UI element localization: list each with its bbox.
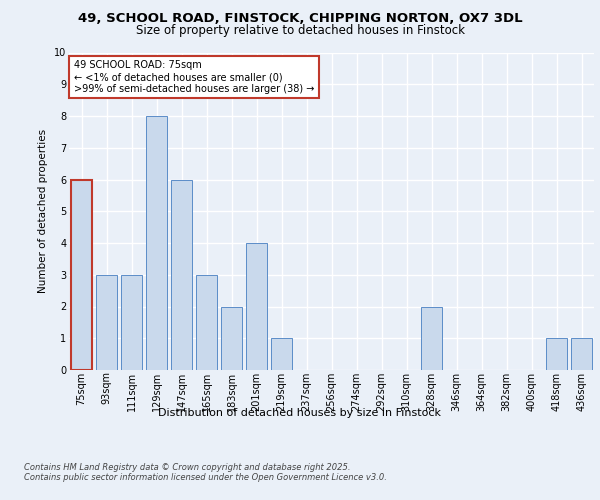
- Text: Contains public sector information licensed under the Open Government Licence v3: Contains public sector information licen…: [24, 472, 387, 482]
- Bar: [421, 306, 442, 370]
- Bar: [121, 275, 142, 370]
- Bar: [171, 180, 192, 370]
- Text: Contains HM Land Registry data © Crown copyright and database right 2025.: Contains HM Land Registry data © Crown c…: [24, 462, 350, 471]
- Bar: [271, 338, 292, 370]
- Bar: [196, 275, 217, 370]
- Bar: [571, 338, 592, 370]
- Text: Size of property relative to detached houses in Finstock: Size of property relative to detached ho…: [136, 24, 464, 37]
- Bar: [546, 338, 567, 370]
- Text: Distribution of detached houses by size in Finstock: Distribution of detached houses by size …: [158, 408, 442, 418]
- Bar: [71, 180, 92, 370]
- Text: 49, SCHOOL ROAD, FINSTOCK, CHIPPING NORTON, OX7 3DL: 49, SCHOOL ROAD, FINSTOCK, CHIPPING NORT…: [77, 12, 523, 26]
- Bar: [221, 306, 242, 370]
- Text: 49 SCHOOL ROAD: 75sqm
← <1% of detached houses are smaller (0)
>99% of semi-deta: 49 SCHOOL ROAD: 75sqm ← <1% of detached …: [74, 60, 314, 94]
- Bar: [246, 243, 267, 370]
- Bar: [146, 116, 167, 370]
- Bar: [96, 275, 117, 370]
- Y-axis label: Number of detached properties: Number of detached properties: [38, 129, 49, 294]
